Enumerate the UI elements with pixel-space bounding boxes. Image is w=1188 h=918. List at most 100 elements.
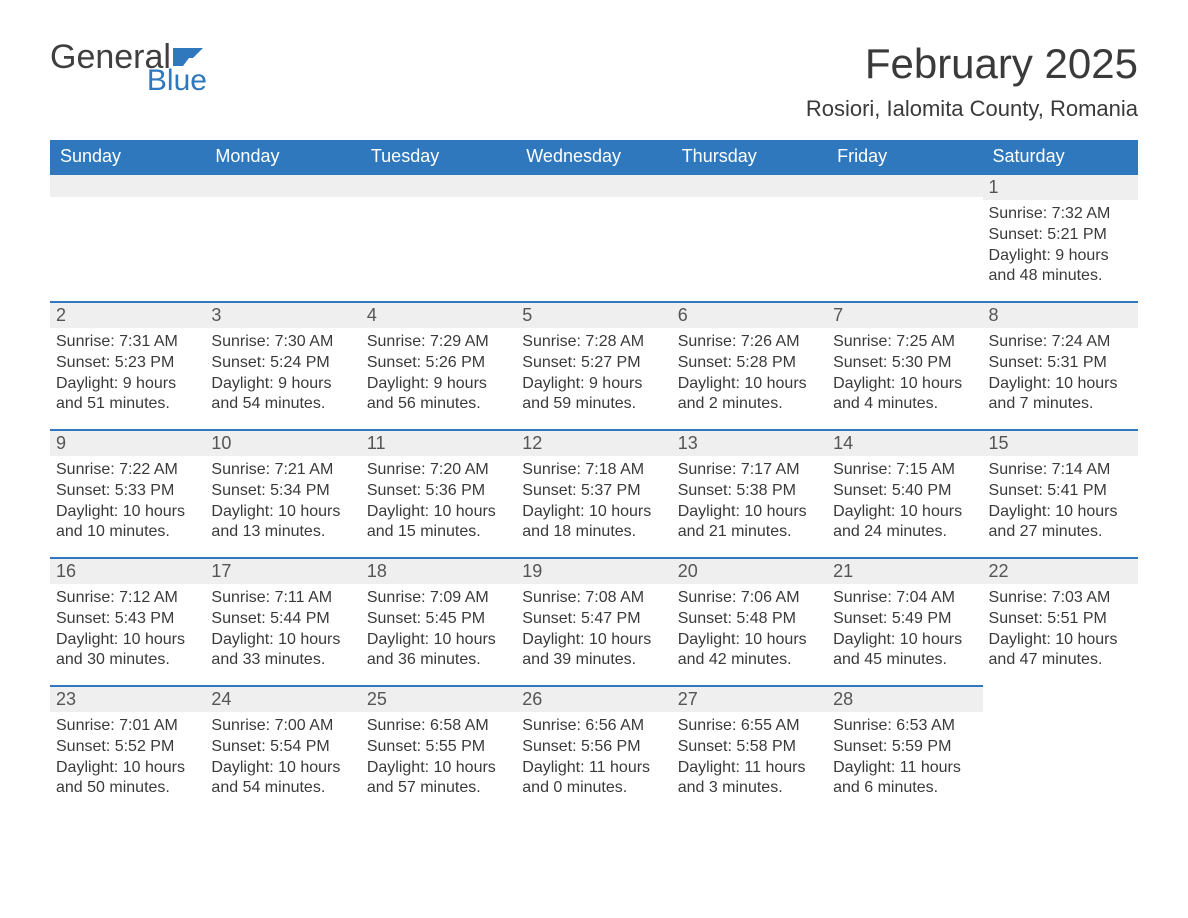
calendar-empty-cell: [983, 685, 1138, 813]
calendar-day-cell: 7Sunrise: 7:25 AMSunset: 5:30 PMDaylight…: [827, 301, 982, 429]
day-number: 1: [983, 173, 1138, 200]
calendar-day-cell: 14Sunrise: 7:15 AMSunset: 5:40 PMDayligh…: [827, 429, 982, 557]
calendar-day-cell: 11Sunrise: 7:20 AMSunset: 5:36 PMDayligh…: [361, 429, 516, 557]
calendar-day-cell: 8Sunrise: 7:24 AMSunset: 5:31 PMDaylight…: [983, 301, 1138, 429]
day-number: 8: [983, 301, 1138, 328]
calendar-week-row: 9Sunrise: 7:22 AMSunset: 5:33 PMDaylight…: [50, 429, 1138, 557]
day-details: Sunrise: 7:25 AMSunset: 5:30 PMDaylight:…: [827, 328, 982, 423]
calendar-day-cell: 17Sunrise: 7:11 AMSunset: 5:44 PMDayligh…: [205, 557, 360, 685]
day-number: 20: [672, 557, 827, 584]
day-number: [361, 173, 516, 197]
day-details: Sunrise: 7:18 AMSunset: 5:37 PMDaylight:…: [516, 456, 671, 551]
calendar-day-cell: 23Sunrise: 7:01 AMSunset: 5:52 PMDayligh…: [50, 685, 205, 813]
day-details: Sunrise: 7:28 AMSunset: 5:27 PMDaylight:…: [516, 328, 671, 423]
day-details: Sunrise: 6:53 AMSunset: 5:59 PMDaylight:…: [827, 712, 982, 807]
logo-text-blue: Blue: [147, 66, 207, 96]
calendar-day-cell: 1Sunrise: 7:32 AMSunset: 5:21 PMDaylight…: [983, 173, 1138, 301]
day-number: 22: [983, 557, 1138, 584]
calendar-day-cell: 24Sunrise: 7:00 AMSunset: 5:54 PMDayligh…: [205, 685, 360, 813]
day-details: Sunrise: 7:21 AMSunset: 5:34 PMDaylight:…: [205, 456, 360, 551]
logo: General Blue: [50, 40, 207, 96]
weekday-header: Saturday: [983, 140, 1138, 173]
day-details: Sunrise: 7:12 AMSunset: 5:43 PMDaylight:…: [50, 584, 205, 679]
day-number: 25: [361, 685, 516, 712]
day-details: Sunrise: 7:06 AMSunset: 5:48 PMDaylight:…: [672, 584, 827, 679]
day-details: Sunrise: 7:15 AMSunset: 5:40 PMDaylight:…: [827, 456, 982, 551]
weekday-header: Thursday: [672, 140, 827, 173]
day-number: 27: [672, 685, 827, 712]
day-number: 24: [205, 685, 360, 712]
day-number: 10: [205, 429, 360, 456]
calendar-day-cell: 25Sunrise: 6:58 AMSunset: 5:55 PMDayligh…: [361, 685, 516, 813]
day-details: Sunrise: 7:04 AMSunset: 5:49 PMDaylight:…: [827, 584, 982, 679]
day-details: Sunrise: 7:29 AMSunset: 5:26 PMDaylight:…: [361, 328, 516, 423]
day-number: 3: [205, 301, 360, 328]
calendar-day-cell: 16Sunrise: 7:12 AMSunset: 5:43 PMDayligh…: [50, 557, 205, 685]
calendar-day-cell: 22Sunrise: 7:03 AMSunset: 5:51 PMDayligh…: [983, 557, 1138, 685]
calendar-empty-cell: [516, 173, 671, 301]
day-number: 6: [672, 301, 827, 328]
day-details: Sunrise: 6:55 AMSunset: 5:58 PMDaylight:…: [672, 712, 827, 807]
day-details: Sunrise: 7:26 AMSunset: 5:28 PMDaylight:…: [672, 328, 827, 423]
weekday-header: Monday: [205, 140, 360, 173]
day-details: Sunrise: 7:17 AMSunset: 5:38 PMDaylight:…: [672, 456, 827, 551]
day-number: 15: [983, 429, 1138, 456]
calendar-day-cell: 10Sunrise: 7:21 AMSunset: 5:34 PMDayligh…: [205, 429, 360, 557]
day-number: [205, 173, 360, 197]
calendar-empty-cell: [50, 173, 205, 301]
calendar-empty-cell: [672, 173, 827, 301]
calendar-week-row: 2Sunrise: 7:31 AMSunset: 5:23 PMDaylight…: [50, 301, 1138, 429]
calendar-day-cell: 13Sunrise: 7:17 AMSunset: 5:38 PMDayligh…: [672, 429, 827, 557]
day-number: [827, 173, 982, 197]
day-number: [516, 173, 671, 197]
title-block: February 2025 Rosiori, Ialomita County, …: [806, 40, 1138, 134]
month-title: February 2025: [806, 40, 1138, 88]
day-number: 23: [50, 685, 205, 712]
weekday-header: Friday: [827, 140, 982, 173]
calendar-week-row: 16Sunrise: 7:12 AMSunset: 5:43 PMDayligh…: [50, 557, 1138, 685]
day-number: 5: [516, 301, 671, 328]
calendar-day-cell: 3Sunrise: 7:30 AMSunset: 5:24 PMDaylight…: [205, 301, 360, 429]
day-details: Sunrise: 7:22 AMSunset: 5:33 PMDaylight:…: [50, 456, 205, 551]
calendar-week-row: 23Sunrise: 7:01 AMSunset: 5:52 PMDayligh…: [50, 685, 1138, 813]
day-details: Sunrise: 7:00 AMSunset: 5:54 PMDaylight:…: [205, 712, 360, 807]
calendar-day-cell: 21Sunrise: 7:04 AMSunset: 5:49 PMDayligh…: [827, 557, 982, 685]
day-details: Sunrise: 7:24 AMSunset: 5:31 PMDaylight:…: [983, 328, 1138, 423]
day-number: 28: [827, 685, 982, 712]
calendar-day-cell: 28Sunrise: 6:53 AMSunset: 5:59 PMDayligh…: [827, 685, 982, 813]
header: General Blue February 2025 Rosiori, Ialo…: [50, 40, 1138, 134]
day-number: [672, 173, 827, 197]
day-details: Sunrise: 7:14 AMSunset: 5:41 PMDaylight:…: [983, 456, 1138, 551]
calendar-empty-cell: [205, 173, 360, 301]
day-details: Sunrise: 7:08 AMSunset: 5:47 PMDaylight:…: [516, 584, 671, 679]
calendar-day-cell: 6Sunrise: 7:26 AMSunset: 5:28 PMDaylight…: [672, 301, 827, 429]
weekday-header: Tuesday: [361, 140, 516, 173]
weekday-header-row: SundayMondayTuesdayWednesdayThursdayFrid…: [50, 140, 1138, 173]
weekday-header: Wednesday: [516, 140, 671, 173]
day-details: Sunrise: 7:01 AMSunset: 5:52 PMDaylight:…: [50, 712, 205, 807]
day-number: 13: [672, 429, 827, 456]
day-number: 14: [827, 429, 982, 456]
day-number: 26: [516, 685, 671, 712]
calendar-day-cell: 4Sunrise: 7:29 AMSunset: 5:26 PMDaylight…: [361, 301, 516, 429]
day-details: Sunrise: 6:56 AMSunset: 5:56 PMDaylight:…: [516, 712, 671, 807]
calendar-day-cell: 20Sunrise: 7:06 AMSunset: 5:48 PMDayligh…: [672, 557, 827, 685]
calendar-day-cell: 5Sunrise: 7:28 AMSunset: 5:27 PMDaylight…: [516, 301, 671, 429]
day-number: 2: [50, 301, 205, 328]
calendar-day-cell: 18Sunrise: 7:09 AMSunset: 5:45 PMDayligh…: [361, 557, 516, 685]
calendar-table: SundayMondayTuesdayWednesdayThursdayFrid…: [50, 140, 1138, 813]
day-number: 19: [516, 557, 671, 584]
day-details: Sunrise: 7:03 AMSunset: 5:51 PMDaylight:…: [983, 584, 1138, 679]
calendar-empty-cell: [827, 173, 982, 301]
day-number: 7: [827, 301, 982, 328]
calendar-day-cell: 26Sunrise: 6:56 AMSunset: 5:56 PMDayligh…: [516, 685, 671, 813]
location: Rosiori, Ialomita County, Romania: [806, 96, 1138, 122]
day-number: [50, 173, 205, 197]
calendar-day-cell: 12Sunrise: 7:18 AMSunset: 5:37 PMDayligh…: [516, 429, 671, 557]
calendar-day-cell: 2Sunrise: 7:31 AMSunset: 5:23 PMDaylight…: [50, 301, 205, 429]
day-number: 18: [361, 557, 516, 584]
calendar-day-cell: 9Sunrise: 7:22 AMSunset: 5:33 PMDaylight…: [50, 429, 205, 557]
day-number: 4: [361, 301, 516, 328]
day-details: Sunrise: 7:32 AMSunset: 5:21 PMDaylight:…: [983, 200, 1138, 295]
day-number: 9: [50, 429, 205, 456]
